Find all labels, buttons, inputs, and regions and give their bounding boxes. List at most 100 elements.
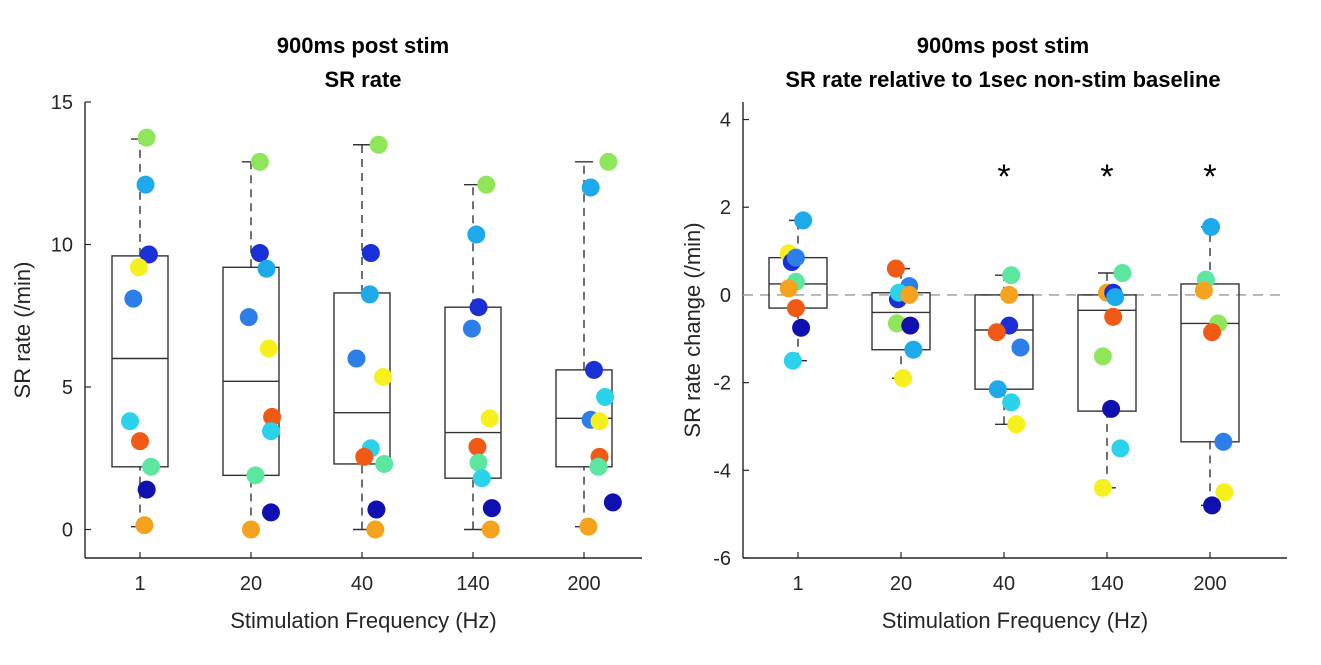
data-point [136,175,155,194]
y-tick-label: 0 [62,520,73,542]
chart-subtitle: SR rate [324,67,401,92]
data-point [786,248,805,267]
data-point [1203,496,1222,515]
x-tick-label: 200 [1193,573,1226,595]
box-200 [1180,226,1240,507]
data-point [1000,285,1019,304]
data-point [481,520,500,539]
box-iqr [1180,283,1240,443]
data-point [1002,266,1021,285]
significance-marker: * [1100,158,1113,196]
data-point [1011,338,1030,357]
y-tick-label: -4 [713,460,731,482]
data-point [467,225,486,244]
x-tick-label: 40 [351,573,373,595]
data-point [246,466,265,485]
data-point [988,380,1007,399]
data-point [137,128,156,147]
data-point [250,152,269,171]
significance-marker: * [1203,158,1216,196]
chart-title: 900ms post stim [277,33,449,58]
data-point [779,279,798,298]
x-axis-label: Stimulation Frequency (Hz) [882,608,1149,633]
x-tick-label: 140 [1090,573,1123,595]
data-point [139,245,158,264]
chart-panel-1: 900ms post stim SR rate 0 5 10 15 1 20 40 140 200 S… [10,33,642,633]
x-axis-label: Stimulation Frequency (Hz) [230,608,497,633]
data-point [581,178,600,197]
data-point [1202,217,1221,236]
data-point [584,360,603,379]
x-tick-label: 140 [456,573,489,595]
data-point [360,285,379,304]
y-tick-label: -6 [713,548,731,570]
y-axis-label: SR rate change (/min) [680,222,705,437]
chart-panel-2: 900ms post stim SR rate relative to 1sec … [680,33,1287,633]
data-point [361,244,380,263]
data-point [250,244,269,263]
data-point [792,318,811,337]
box-1 [768,219,828,362]
data-point [1215,483,1234,502]
significance-marker: * [997,158,1010,196]
data-point [1113,264,1132,282]
data-point [239,308,258,327]
data-point [369,135,388,154]
data-point [472,469,491,488]
data-point [579,517,598,536]
data-point [367,500,386,519]
chart-subtitle: SR rate relative to 1sec non-stim baseli… [785,67,1220,92]
data-point [263,407,282,426]
data-point [886,259,905,278]
data-point [1093,347,1112,366]
data-point [355,447,374,466]
data-point [375,454,394,473]
data-point [261,422,280,441]
data-point [794,211,813,230]
y-tick-label: 5 [62,377,73,399]
y-axis-label: SR rate (/min) [10,262,35,399]
data-point [482,499,501,518]
data-point [590,412,609,431]
x-tick-label: 40 [993,573,1015,595]
data-point [599,152,618,171]
data-point [347,349,366,368]
data-point [1111,439,1130,458]
data-point [374,368,393,387]
y-tick-label: 2 [720,197,731,219]
y-tick-label: 10 [51,235,73,257]
y-tick-label: 15 [51,92,73,114]
data-point [1214,432,1233,451]
data-point [603,493,622,512]
data-point [469,298,488,317]
data-point [142,457,161,476]
y-tick-label: 4 [720,110,731,132]
data-point [1104,307,1123,326]
data-point [786,299,805,318]
data-point [366,520,385,539]
data-point [901,316,920,335]
x-tick-label: 1 [134,573,145,595]
data-point [900,285,919,304]
data-point [261,503,280,522]
data-point [783,351,802,370]
data-point [1194,281,1213,300]
data-point [894,369,913,388]
box-iqr [222,266,280,477]
data-point [257,259,276,278]
x-tick-label: 200 [567,573,600,595]
data-point [129,258,148,277]
data-point [135,516,154,535]
data-point [596,387,615,406]
data-point [468,437,487,456]
data-point [131,432,149,451]
x-tick-label: 20 [890,573,912,595]
data-point [1203,323,1222,342]
data-point [242,520,260,539]
data-point [904,340,923,359]
chart-title: 900ms post stim [917,33,1089,58]
y-tick-label: 0 [720,285,731,307]
data-point [137,480,156,499]
data-point [1093,478,1112,497]
